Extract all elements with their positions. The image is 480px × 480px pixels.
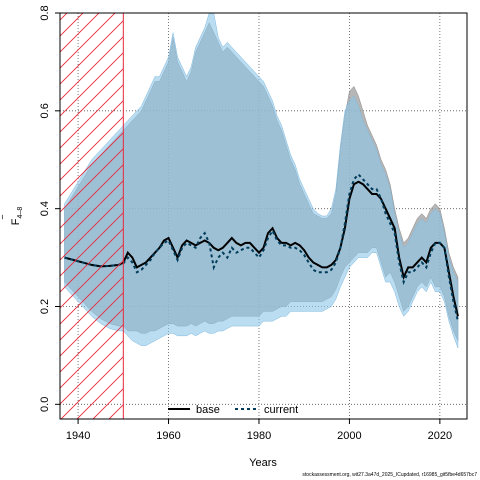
footer-credit: stockassessment.org, wit27.3a47d_2025_IC… [302, 472, 477, 478]
y-tick-label-1: 0.2 [39, 299, 51, 314]
y-axis-title-main: F [10, 218, 22, 225]
x-tick-label-4: 2020 [428, 430, 452, 442]
x-tick-label-2: 1980 [247, 430, 271, 442]
x-tick-label-0: 1940 [66, 430, 90, 442]
x-tick-label-3: 2000 [337, 430, 361, 442]
x-axis-title: Years [249, 457, 277, 469]
hatched-period [60, 13, 124, 419]
y-tick-label-2: 0.4 [39, 201, 51, 216]
y-tick-label-3: 0.6 [39, 103, 51, 118]
svg-text:F4–8: F4–8 [10, 207, 24, 226]
legend-label-base: base [196, 404, 220, 416]
y-axis: 0.0 0.2 0.4 0.6 0.8 [39, 5, 60, 412]
current-series-line [64, 172, 459, 322]
y-axis-title-bar: ‾ [2, 214, 14, 220]
current-confidence-band [64, 13, 459, 349]
y-axis-title: F4–8 ‾ [2, 207, 24, 226]
legend: base current [168, 404, 298, 416]
plot-frame [59, 12, 468, 420]
y-axis-title-sub: 4–8 [17, 207, 24, 219]
y-tick-label-4: 0.8 [39, 5, 51, 20]
x-axis: 1940 1960 1980 2000 2020 [66, 419, 452, 442]
legend-label-current: current [264, 404, 298, 416]
y-tick-label-0: 0.0 [39, 397, 51, 412]
x-tick-label-1: 1960 [156, 430, 180, 442]
